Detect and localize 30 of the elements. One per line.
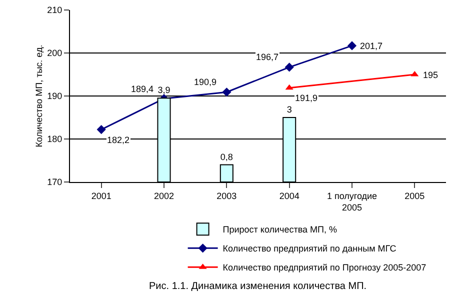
legend-label: Количество предприятий по Прогнозу 2005-2007 bbox=[222, 262, 426, 273]
x-tick-label: 1 полугодие 2005 bbox=[326, 190, 378, 212]
y-tick-label: 180 bbox=[47, 134, 62, 144]
legend-label: Количество предприятий по данным МГС bbox=[222, 244, 397, 254]
y-tick-label: 200 bbox=[47, 48, 62, 58]
x-tick-label: 2001 bbox=[91, 190, 112, 201]
data-label: 0,8 bbox=[220, 152, 233, 162]
point bbox=[222, 88, 232, 97]
data-label: 189,4 bbox=[131, 84, 154, 94]
point bbox=[284, 62, 294, 72]
legend-label: Прирост количества МП, % bbox=[222, 224, 338, 235]
data-label: 3,9 bbox=[158, 85, 170, 96]
y-tick-label: 190 bbox=[47, 91, 62, 102]
data-label: 201,7 bbox=[360, 41, 383, 51]
text: Рис. 1.1. Динамика изменения количества МП. bbox=[149, 281, 367, 292]
x-tick-label: 2004 bbox=[279, 190, 300, 201]
point bbox=[96, 124, 106, 134]
data-label: 182,2 bbox=[107, 135, 130, 145]
x-tick-label: 2002 bbox=[154, 190, 174, 201]
y-tick-label: 210 bbox=[47, 5, 62, 16]
data-label: 190,9 bbox=[194, 77, 217, 87]
point bbox=[347, 41, 357, 50]
x-tick-label: 2003 bbox=[216, 190, 237, 201]
y-tick-label: 170 bbox=[47, 177, 62, 188]
y-axis-title: Количество МП, тыс. ед. bbox=[34, 44, 44, 148]
data-label: 196,7 bbox=[256, 52, 279, 62]
data-label: 3 bbox=[286, 104, 292, 114]
data-label: 191,9 bbox=[295, 93, 318, 103]
data-label: 195 bbox=[423, 70, 438, 80]
x-tick-label: 2005 bbox=[404, 190, 425, 201]
